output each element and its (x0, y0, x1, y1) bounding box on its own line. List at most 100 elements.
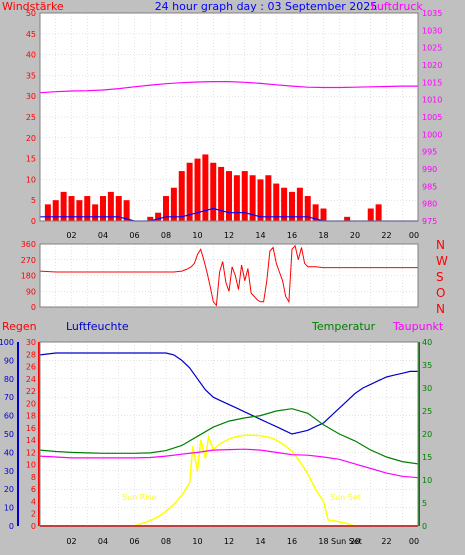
wind-bar (210, 162, 217, 221)
pressure-y-tick: 1005 (422, 113, 442, 122)
wind-bar (249, 175, 256, 221)
temperature-axis-title: Temperatur (311, 320, 376, 333)
bot-x-tick: 04 (98, 537, 108, 546)
sunset-axis-label: Sun Set (331, 537, 362, 546)
bot-x-tick: 10 (192, 537, 202, 546)
wind-bar (265, 175, 272, 221)
wind-y-tick: 45 (26, 30, 36, 39)
bot-x-tick: 14 (255, 537, 265, 546)
dewpoint-axis-title: Taupunkt (392, 320, 444, 333)
wind-bar (289, 191, 295, 221)
wind-bar (186, 162, 193, 221)
rain-y-tick: 6 (31, 485, 36, 494)
rain-y-tick: 8 (31, 473, 36, 482)
pressure-y-tick: 980 (422, 200, 437, 209)
wind-bar (304, 196, 311, 221)
wind-bar (296, 187, 303, 221)
pressure-axis-title: Luftdruck (371, 0, 423, 13)
pressure-y-tick: 995 (422, 148, 437, 157)
top-x-tick: 02 (66, 231, 76, 240)
wind-bar (163, 196, 169, 221)
rain-y-tick: 2 (31, 510, 36, 519)
wind-bar (312, 204, 319, 221)
temperature-y-tick: 20 (422, 430, 432, 439)
dir-label-w: W (436, 254, 448, 268)
solar-line (40, 434, 418, 527)
rain-axis-title: Regen (2, 320, 37, 333)
rain-y-tick: 14 (26, 436, 36, 445)
bot-x-tick: 02 (66, 537, 76, 546)
wind-y-tick: 5 (31, 196, 36, 205)
wind-bar (375, 204, 382, 221)
bot-x-tick: 12 (224, 537, 234, 546)
wind-bar (147, 216, 154, 221)
middle-series (39, 244, 418, 307)
rain-y-tick: 12 (26, 448, 36, 457)
chart-title: 24 hour graph day : 03 September 2025 (155, 0, 378, 13)
top-x-tick: 20 (350, 231, 360, 240)
sunset-label: Sun Set (330, 493, 361, 502)
wind-y-tick: 30 (26, 92, 36, 101)
bottom-panel-border (39, 341, 419, 527)
humidity-y-tick: 30 (4, 467, 14, 476)
direction-y-tick: 90 (26, 287, 36, 296)
pressure-y-tick: 975 (422, 217, 437, 226)
bot-x-tick: 06 (129, 537, 139, 546)
top-series (39, 80, 418, 222)
dir-label-s: S (436, 270, 444, 284)
dir-label-n-bottom: N (436, 302, 445, 316)
wind-bar (76, 200, 83, 221)
dir-label-o: O (436, 286, 445, 300)
wind-bar (367, 208, 374, 221)
top-panel-border (39, 12, 419, 222)
rain-y-tick: 24 (26, 375, 36, 384)
humidity-y-tick: 0 (9, 522, 14, 531)
humidity-y-tick: 90 (4, 356, 14, 365)
rain-y-tick: 4 (31, 497, 36, 506)
rain-y-tick: 16 (26, 424, 36, 433)
wind-bar (202, 154, 209, 221)
dewpoint-line (39, 448, 419, 479)
wind-bar (178, 171, 185, 221)
temperature-y-tick: 5 (422, 499, 427, 508)
pressure-y-tick: 1020 (422, 61, 442, 70)
direction-y-tick: 180 (21, 272, 36, 281)
rain-y-tick: 0 (31, 522, 36, 531)
top-x-tick: 04 (98, 231, 108, 240)
humidity-y-tick: 100 (0, 338, 14, 347)
wind-bar (92, 204, 99, 221)
wind-bar (344, 216, 351, 221)
wind-y-tick: 10 (26, 175, 36, 184)
temperature-y-tick: 25 (422, 407, 432, 416)
wind-bar (123, 200, 130, 221)
wind-axis-title: Windstärke (2, 0, 64, 13)
rain-y-tick: 28 (26, 350, 36, 359)
humidity-y-tick: 20 (4, 485, 14, 494)
wind-bar (257, 179, 264, 221)
wind-bar (273, 183, 280, 221)
humidity-line (39, 352, 418, 435)
top-x-tick: 00 (409, 231, 419, 240)
wind-y-tick: 20 (26, 134, 36, 143)
humidity-y-tick: 60 (4, 412, 14, 421)
middle-panel-border (39, 243, 419, 308)
temperature-line (39, 408, 419, 465)
wind-bar (44, 204, 51, 221)
top-x-tick: 12 (224, 231, 234, 240)
wind-bar (52, 200, 59, 221)
pressure-y-tick: 1035 (422, 9, 442, 18)
temperature-y-tick: 10 (422, 476, 432, 485)
temperature-y-tick: 40 (422, 338, 432, 347)
bot-x-tick: 18 (318, 537, 328, 546)
humidity-y-tick: 80 (4, 375, 14, 384)
wind-bar (241, 171, 248, 221)
pressure-y-tick: 1030 (422, 26, 442, 35)
pressure-y-tick: 990 (422, 165, 437, 174)
rain-y-tick: 30 (26, 338, 36, 347)
top-x-tick: 16 (287, 231, 297, 240)
wind-bar (281, 187, 288, 221)
top-x-tick: 08 (161, 231, 171, 240)
top-x-tick: 10 (192, 231, 202, 240)
wind-bar (60, 191, 67, 221)
